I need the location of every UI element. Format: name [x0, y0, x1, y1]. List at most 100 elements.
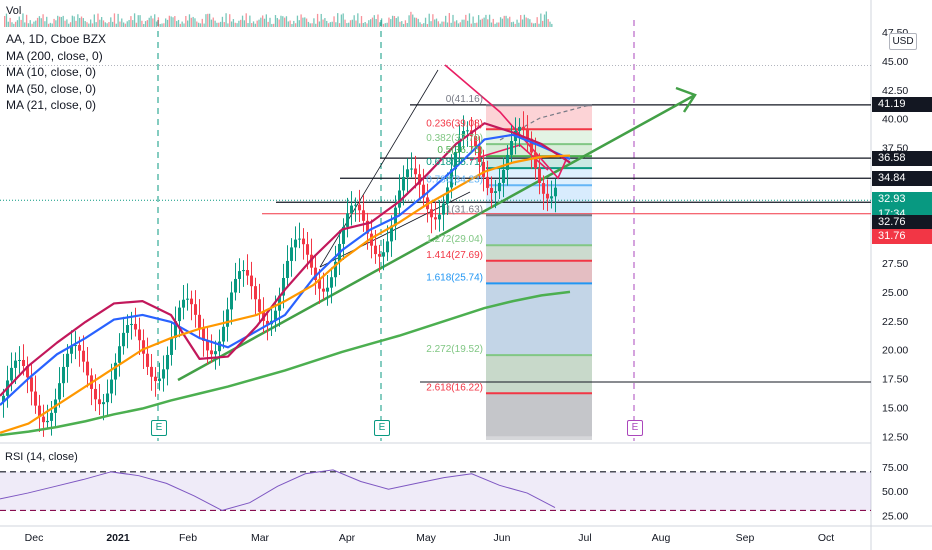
volume-bar: [487, 19, 489, 27]
candle-body: [122, 332, 125, 347]
volume-bar: [307, 21, 310, 27]
candle-body: [474, 136, 477, 147]
volume-bar: [536, 17, 538, 27]
volume-bar: [7, 21, 9, 27]
volume-bar: [62, 15, 64, 27]
fib-level-label: 2.272(19.52): [426, 344, 483, 355]
volume-bar: [465, 14, 467, 27]
candle-body: [98, 399, 101, 405]
rsi-tick-label: 25.00: [882, 510, 908, 522]
volume-bar: [329, 22, 332, 27]
fib-level-label: 1.414(27.69): [426, 250, 483, 261]
volume-bar: [461, 19, 463, 27]
axes: 47.5045.0042.5040.0037.5035.0032.5030.00…: [25, 27, 909, 544]
volume-label: Vol: [6, 5, 22, 17]
candle-body: [22, 359, 25, 367]
ma-21-legend[interactable]: MA (21, close, 0): [6, 98, 97, 112]
volume-bar: [229, 14, 231, 27]
volume-bar: [505, 15, 507, 27]
volume-bar: [296, 15, 299, 27]
ma-200-legend[interactable]: MA (200, close, 0): [6, 48, 103, 63]
volume-bar: [466, 20, 469, 27]
candle-body: [106, 393, 109, 403]
volume-bar: [221, 16, 224, 27]
candle-body: [266, 320, 269, 325]
volume-bar: [371, 17, 374, 27]
volume-bar: [44, 21, 46, 27]
volume-bar: [485, 14, 487, 27]
candle-body: [306, 244, 309, 255]
earnings-badge[interactable]: E: [627, 420, 643, 436]
volume-bar: [35, 20, 37, 27]
volume-bar: [192, 16, 194, 27]
volume-bar: [380, 18, 383, 27]
price-tag: 34.84: [872, 170, 932, 186]
volume-bar: [230, 21, 233, 27]
candle-body: [350, 205, 353, 214]
volume-bar: [496, 22, 498, 27]
candle-body: [238, 271, 241, 279]
volume-bar: [293, 20, 295, 27]
volume-bar: [346, 23, 348, 27]
volume-bar: [355, 20, 357, 27]
volume-bar: [435, 18, 438, 27]
volume-bar: [364, 22, 366, 27]
currency-button[interactable]: USD: [889, 33, 917, 50]
volume-bar: [531, 22, 533, 27]
volume-bar: [210, 19, 213, 27]
volume-bar: [82, 18, 84, 27]
volume-bar: [20, 19, 22, 27]
candle-body: [82, 350, 85, 362]
volume-bar: [543, 14, 546, 27]
volume-bar: [196, 21, 198, 27]
volume-bar: [88, 23, 90, 27]
candle-body: [258, 299, 261, 312]
fib-labels: 0(41.16) 0.236(39.08) 0.382(37.79)0.5(36.7…: [426, 94, 483, 393]
volume-bar: [9, 17, 11, 27]
volume-bar: [426, 23, 429, 27]
volume-bar: [375, 18, 377, 27]
volume-bar: [384, 23, 386, 27]
volume-bar: [518, 22, 520, 27]
candle-body: [42, 416, 45, 423]
volume-bar: [57, 15, 59, 27]
candle-body: [110, 379, 113, 394]
candle-body: [158, 378, 161, 382]
fib-level-label: 0.618(35.71): [426, 157, 483, 168]
candle-body: [38, 405, 41, 417]
ma-10-legend[interactable]: MA (10, close, 0): [6, 65, 97, 79]
volume-bar: [320, 13, 322, 27]
earnings-badge[interactable]: E: [151, 420, 167, 436]
candle-body: [546, 193, 549, 199]
symbol-title[interactable]: AA, 1D, Cboe BZX: [6, 32, 107, 46]
candle-body: [346, 213, 349, 227]
volume-bar: [176, 21, 178, 27]
time-tick-label: Feb: [179, 532, 197, 544]
fib-zone: [486, 393, 592, 440]
volume-bar: [165, 18, 167, 27]
candle-body: [342, 226, 345, 244]
rsi-legend[interactable]: RSI (14, close): [5, 451, 78, 463]
volume-bar: [232, 19, 235, 27]
candle-body: [494, 191, 497, 193]
price-tick-label: 15.00: [882, 402, 908, 414]
volume-bar: [29, 20, 31, 27]
volume-bar: [443, 21, 445, 27]
ma-50-legend[interactable]: MA (50, close, 0): [6, 81, 97, 96]
volume-bar: [236, 23, 238, 27]
volume-bar: [470, 23, 472, 27]
earnings-badge[interactable]: E: [374, 420, 390, 436]
volume-bar: [137, 15, 139, 27]
candle-body: [226, 309, 229, 327]
volume-bar: [421, 23, 423, 27]
volume-bar: [51, 23, 53, 27]
volume-bar: [42, 14, 44, 27]
candle-body: [366, 220, 369, 234]
volume-bar: [122, 22, 125, 27]
volume-bar: [53, 18, 55, 27]
volume-bar: [399, 21, 401, 27]
volume-bar: [276, 17, 278, 27]
candle-body: [294, 239, 297, 248]
volume-bar: [415, 17, 418, 27]
